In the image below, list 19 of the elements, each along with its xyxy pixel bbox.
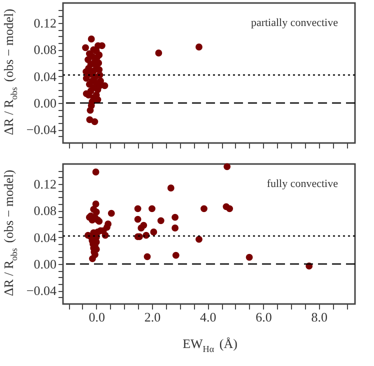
y-tick-label: 0.04 <box>34 230 57 245</box>
y-tick-label: −0.04 <box>26 122 57 138</box>
annotation: partially convective <box>250 17 338 29</box>
x-tick-label: 0.0 <box>88 310 105 324</box>
y-tick-label: 0.12 <box>34 16 56 30</box>
y-axis-title: ΔR / Robs (obs − model) <box>1 170 19 296</box>
y-tick-label: 0.04 <box>34 68 57 84</box>
annotation: fully convective <box>266 178 338 190</box>
y-axis-title: ΔR / Robs (obs − model) <box>1 8 19 136</box>
x-tick-label: 8.0 <box>311 310 328 324</box>
x-tick-label: 4.0 <box>200 310 216 324</box>
y-tick-label: −0.04 <box>26 283 57 298</box>
y-tick-label: 0.00 <box>34 256 56 272</box>
y-tick-label: 0.08 <box>34 203 56 218</box>
y-tick-label: 0.00 <box>34 96 56 110</box>
x-tick-label: 2.0 <box>144 310 161 324</box>
y-tick-label: 0.08 <box>34 42 56 58</box>
y-tick-label: 0.12 <box>34 176 56 192</box>
x-tick-label: 6.0 <box>256 310 272 324</box>
